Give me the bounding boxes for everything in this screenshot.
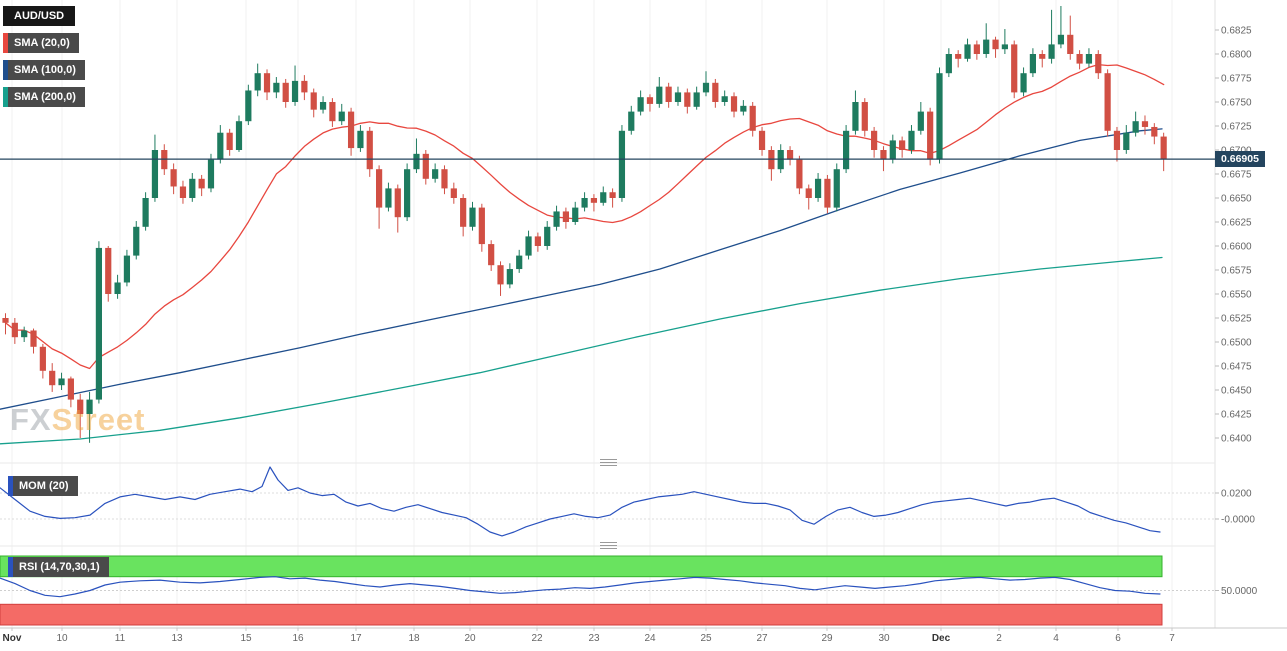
svg-text:7: 7	[1169, 633, 1175, 644]
svg-text:10: 10	[56, 633, 68, 644]
svg-text:11: 11	[115, 633, 126, 644]
svg-text:0.6775: 0.6775	[1221, 74, 1252, 85]
svg-text:0.6750: 0.6750	[1221, 98, 1252, 109]
svg-text:0.6625: 0.6625	[1221, 218, 1252, 229]
panel-splitter-momentum[interactable]	[600, 459, 617, 467]
svg-text:0.6650: 0.6650	[1221, 194, 1252, 205]
sma20-line	[4, 63, 1165, 370]
svg-text:-0.0000: -0.0000	[1221, 515, 1255, 526]
svg-text:13: 13	[171, 633, 183, 644]
svg-text:Dec: Dec	[932, 633, 951, 644]
svg-text:0.0200: 0.0200	[1221, 489, 1252, 500]
sma20-color-swatch	[3, 33, 8, 53]
svg-text:4: 4	[1053, 633, 1059, 644]
svg-text:Nov: Nov	[3, 633, 22, 644]
indicator-lines	[0, 466, 1161, 598]
svg-text:29: 29	[821, 633, 833, 644]
svg-text:50.0000: 50.0000	[1221, 586, 1258, 597]
svg-text:18: 18	[408, 633, 420, 644]
svg-text:0.6675: 0.6675	[1221, 170, 1252, 181]
sma200-color-swatch	[3, 87, 8, 107]
svg-text:0.6575: 0.6575	[1221, 266, 1252, 277]
sma100-line	[0, 128, 1163, 410]
svg-text:20: 20	[464, 633, 476, 644]
rsi-line	[0, 576, 1161, 598]
sma100-color-swatch	[3, 60, 8, 80]
svg-text:24: 24	[644, 633, 656, 644]
time-axis: Nov 10 11 13 15 16 17 18 20 22 23 24 25 27 29 30 Dec 2 4 6 7	[3, 628, 1175, 644]
rsi-bands	[0, 555, 1163, 626]
svg-text:0.6500: 0.6500	[1221, 338, 1252, 349]
last-price-badge: 0.66905	[1215, 151, 1265, 168]
svg-text:22: 22	[531, 633, 543, 644]
svg-text:15: 15	[240, 633, 252, 644]
svg-text:30: 30	[878, 633, 890, 644]
svg-text:0.6800: 0.6800	[1221, 50, 1252, 61]
sma20-label: SMA (20,0)	[14, 37, 70, 49]
symbol-label: AUD/USD	[14, 10, 65, 22]
svg-text:0.6450: 0.6450	[1221, 386, 1252, 397]
momentum-indicator-badge[interactable]: MOM (20)	[8, 476, 78, 496]
svg-text:0.6525: 0.6525	[1221, 314, 1252, 325]
svg-text:0.6825: 0.6825	[1221, 26, 1252, 37]
svg-text:2: 2	[996, 633, 1002, 644]
momentum-line	[0, 466, 1161, 537]
svg-text:0.6550: 0.6550	[1221, 290, 1252, 301]
svg-text:17: 17	[350, 633, 362, 644]
svg-text:16: 16	[292, 633, 304, 644]
sma100-badge[interactable]: SMA (100,0)	[3, 60, 85, 80]
symbol-badge: AUD/USD	[3, 6, 76, 26]
sma200-line	[0, 256, 1163, 445]
momentum-label: MOM (20)	[19, 480, 69, 492]
moving-averages	[0, 63, 1165, 445]
price-axis: 0.6825 0.6800 0.6775 0.6750 0.6725 0.6700 0.66…	[1215, 26, 1258, 597]
sma20-badge[interactable]: SMA (20,0)	[3, 33, 79, 53]
svg-text:23: 23	[588, 633, 600, 644]
sma200-badge[interactable]: SMA (200,0)	[3, 87, 85, 107]
svg-text:0.6400: 0.6400	[1221, 434, 1252, 445]
chart-legend: AUD/USD SMA (20,0) SMA (100,0) SMA (200,…	[3, 6, 85, 107]
svg-text:0.6725: 0.6725	[1221, 122, 1252, 133]
panel-splitter-rsi[interactable]	[600, 542, 617, 550]
rsi-label: RSI (14,70,30,1)	[19, 561, 100, 573]
sma200-label: SMA (200,0)	[14, 91, 76, 103]
svg-text:27: 27	[756, 633, 768, 644]
watermark-street: Street	[51, 402, 146, 437]
indicator-level-lines	[0, 492, 1215, 591]
svg-text:0.6700: 0.6700	[1221, 146, 1252, 157]
rsi-color-swatch	[8, 557, 13, 577]
gridlines	[0, 0, 1287, 629]
fxstreet-watermark: FXStreet	[10, 402, 146, 438]
svg-text:6: 6	[1115, 633, 1121, 644]
candles	[2, 6, 1167, 443]
svg-text:0.6425: 0.6425	[1221, 410, 1252, 421]
sma100-label: SMA (100,0)	[14, 64, 76, 76]
watermark-fx: FX	[10, 402, 52, 437]
svg-text:25: 25	[700, 633, 712, 644]
svg-text:0.6600: 0.6600	[1221, 242, 1252, 253]
momentum-color-swatch	[8, 476, 13, 496]
svg-text:0.6475: 0.6475	[1221, 362, 1252, 373]
rsi-indicator-badge[interactable]: RSI (14,70,30,1)	[8, 557, 109, 577]
